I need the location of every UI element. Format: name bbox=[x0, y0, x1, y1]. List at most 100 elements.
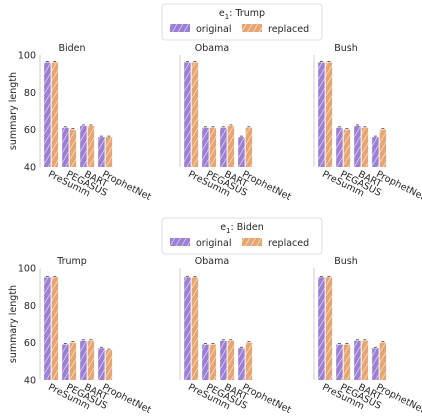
bar-hatch bbox=[245, 127, 253, 167]
y-tick-label: 100 bbox=[18, 51, 36, 62]
bar-hatch bbox=[220, 127, 227, 167]
bar-hatch bbox=[80, 340, 87, 380]
bar-hatch bbox=[336, 127, 343, 167]
legend-frame bbox=[161, 217, 323, 255]
y-axis-label: summary length bbox=[8, 72, 19, 150]
legend: e1: Trump original replaced bbox=[161, 3, 323, 41]
bar-hatch bbox=[227, 125, 235, 167]
bar-hatch bbox=[220, 340, 227, 380]
panel-title: Obama bbox=[195, 43, 229, 54]
bar-hatch bbox=[80, 125, 87, 167]
legend-label-original: original bbox=[196, 238, 232, 249]
legend-title-subscript: 1 bbox=[226, 227, 230, 235]
y-tick-label: 80 bbox=[24, 301, 36, 312]
legend-title-entity: : Trump bbox=[229, 8, 265, 19]
legend-title: e1: Trump bbox=[219, 8, 265, 21]
y-tick-label: 100 bbox=[18, 264, 36, 275]
legend-title-base: e bbox=[220, 222, 226, 233]
legend-frame bbox=[161, 3, 323, 41]
bar-hatch bbox=[69, 129, 77, 167]
bar-hatch bbox=[336, 344, 343, 380]
bar-hatch bbox=[51, 62, 59, 167]
bar-hatch bbox=[191, 277, 199, 380]
legend-swatch-hatch bbox=[170, 238, 190, 246]
bar-hatch bbox=[325, 62, 333, 167]
x-tick-label: ProphetNet bbox=[240, 169, 293, 203]
bar-hatch bbox=[44, 277, 51, 380]
x-tick-label: ProphetNet bbox=[100, 169, 153, 203]
bar-hatch bbox=[372, 137, 379, 167]
legend-title-base: e bbox=[219, 8, 225, 19]
bar-hatch bbox=[191, 62, 199, 167]
bar-hatch bbox=[361, 340, 369, 380]
bar-hatch bbox=[87, 340, 95, 380]
x-tick-label: ProphetNet bbox=[100, 382, 153, 416]
bar-hatch bbox=[105, 350, 113, 380]
bar-hatch bbox=[227, 340, 235, 380]
bar-hatch bbox=[343, 129, 351, 167]
bar-hatch bbox=[98, 348, 105, 380]
y-tick-label: 80 bbox=[24, 88, 36, 99]
bar-hatch bbox=[361, 127, 369, 167]
x-tick-label: ProphetNet bbox=[374, 382, 422, 416]
legend: e1: Biden original replaced bbox=[161, 217, 323, 255]
bar-hatch bbox=[202, 127, 209, 167]
y-tick-label: 60 bbox=[24, 338, 36, 349]
panel-trump: Trump406080100PreSummPEGASUSBARTProphetN… bbox=[18, 256, 153, 416]
bar-hatch bbox=[238, 137, 245, 167]
bar-hatch bbox=[318, 62, 325, 167]
legend-title-entity: : Biden bbox=[231, 222, 264, 233]
y-tick-label: 40 bbox=[24, 163, 36, 174]
bar-hatch bbox=[184, 62, 191, 167]
bar-hatch bbox=[245, 342, 253, 380]
legend-label-replaced: replaced bbox=[268, 238, 309, 249]
legend-swatch-hatch bbox=[242, 24, 262, 32]
bar-hatch bbox=[318, 277, 325, 380]
bar-hatch bbox=[238, 348, 245, 380]
panel-title: Bush bbox=[334, 43, 358, 54]
panel-title: Obama bbox=[195, 256, 229, 267]
bar-hatch bbox=[62, 344, 69, 380]
bar-hatch bbox=[343, 344, 351, 380]
bar-hatch bbox=[325, 277, 333, 380]
bar-hatch bbox=[379, 129, 387, 167]
bar-hatch bbox=[62, 127, 69, 167]
bar-hatch bbox=[44, 62, 51, 167]
bar-hatch bbox=[209, 127, 217, 167]
panel-title: Trump bbox=[56, 256, 87, 267]
bar-hatch bbox=[372, 348, 379, 380]
y-axis-label: summary length bbox=[8, 285, 19, 363]
bar-hatch bbox=[209, 344, 217, 380]
panel-title: Biden bbox=[58, 43, 85, 54]
panel-title: Bush bbox=[334, 256, 358, 267]
panel-biden: Biden406080100PreSummPEGASUSBARTProphetN… bbox=[18, 43, 153, 203]
chart-group-2: e1: Biden original replaced summary length T… bbox=[8, 217, 422, 416]
y-tick-label: 60 bbox=[24, 125, 36, 136]
bar-hatch bbox=[379, 342, 387, 380]
y-tick-label: 40 bbox=[24, 376, 36, 387]
bar-hatch bbox=[354, 340, 361, 380]
legend-swatch-hatch bbox=[170, 24, 190, 32]
bar-hatch bbox=[105, 137, 113, 167]
legend-title: e1: Biden bbox=[220, 222, 264, 235]
legend-swatch-hatch bbox=[242, 238, 262, 246]
x-tick-label: ProphetNet bbox=[240, 382, 293, 416]
bar-hatch bbox=[69, 342, 77, 380]
bar-hatch bbox=[51, 277, 59, 380]
bar-hatch bbox=[184, 277, 191, 380]
legend-label-original: original bbox=[196, 24, 232, 35]
legend-label-replaced: replaced bbox=[268, 24, 309, 35]
bar-hatch bbox=[354, 125, 361, 167]
legend-title-subscript: 1 bbox=[225, 13, 229, 21]
x-tick-label: ProphetNet bbox=[374, 169, 422, 203]
bar-hatch bbox=[87, 125, 95, 167]
bar-hatch bbox=[98, 137, 105, 167]
chart-group-1: e1: Trump original replaced summary length B… bbox=[8, 3, 422, 203]
bar-hatch bbox=[202, 344, 209, 380]
